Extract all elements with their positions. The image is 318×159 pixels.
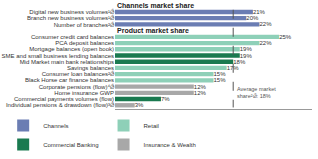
svg-text:Insurance & Wealth: Insurance & Wealth [144,142,196,148]
svg-text:3%: 3% [135,102,144,108]
svg-text:7%: 7% [161,96,170,102]
svg-text:21%: 21% [253,9,266,15]
svg-text:12%: 12% [194,84,207,90]
svg-text:Branch new business volumes¹⦳: Branch new business volumes¹⦳ [27,14,115,21]
svg-text:19%: 19% [240,53,253,59]
svg-text:22%: 22% [259,40,272,46]
svg-text:Mortgage balances (open book): Mortgage balances (open book) [29,46,114,52]
svg-text:18%: 18% [233,59,246,65]
svg-text:19%: 19% [240,46,253,52]
svg-text:Consumer credit card balances: Consumer credit card balances [31,34,114,40]
svg-text:Commercial payments volumes (f: Commercial payments volumes (flow) [14,96,114,102]
svg-text:Retail: Retail [144,123,159,129]
svg-text:Number of branches²⦳: Number of branches²⦳ [54,21,115,28]
svg-text:Mid Market main bank relations: Mid Market main bank relationships [20,59,114,65]
svg-text:Commercial Banking: Commercial Banking [43,142,98,148]
svg-text:Average marketshare²⦳: 18%: Average marketshare²⦳: 18% [237,86,276,99]
svg-text:Product market share: Product market share [117,27,189,34]
svg-text:15%: 15% [214,77,227,83]
svg-text:15%: 15% [214,71,227,77]
svg-text:25%: 25% [279,34,292,40]
svg-text:SME and small business lending: SME and small business lending balances [2,53,114,59]
svg-text:Home insurance GWP: Home insurance GWP [54,90,114,96]
svg-text:20%: 20% [246,15,259,21]
svg-text:Savings balances: Savings balances [67,65,114,71]
svg-text:Digital new business volumes¹⦳: Digital new business volumes¹⦳ [29,8,115,15]
svg-text:Channels: Channels [43,123,68,129]
svg-text:17%: 17% [227,65,240,71]
svg-text:12%: 12% [194,90,207,96]
svg-text:22%: 22% [259,21,272,27]
svg-text:Individual pensions & drawdown: Individual pensions & drawdown (flow)³⦳ [6,101,115,108]
svg-text:PCA deposit balances: PCA deposit balances [55,40,114,46]
svg-text:Channels market share: Channels market share [117,2,194,9]
svg-text:Black Horse car finance balanc: Black Horse car finance balances [25,77,114,83]
svg-text:Corporate pensions (flow)⁴⦳: Corporate pensions (flow)⁴⦳ [39,83,115,90]
svg-text:Consumer loan balances²⦳: Consumer loan balances²⦳ [42,70,115,77]
